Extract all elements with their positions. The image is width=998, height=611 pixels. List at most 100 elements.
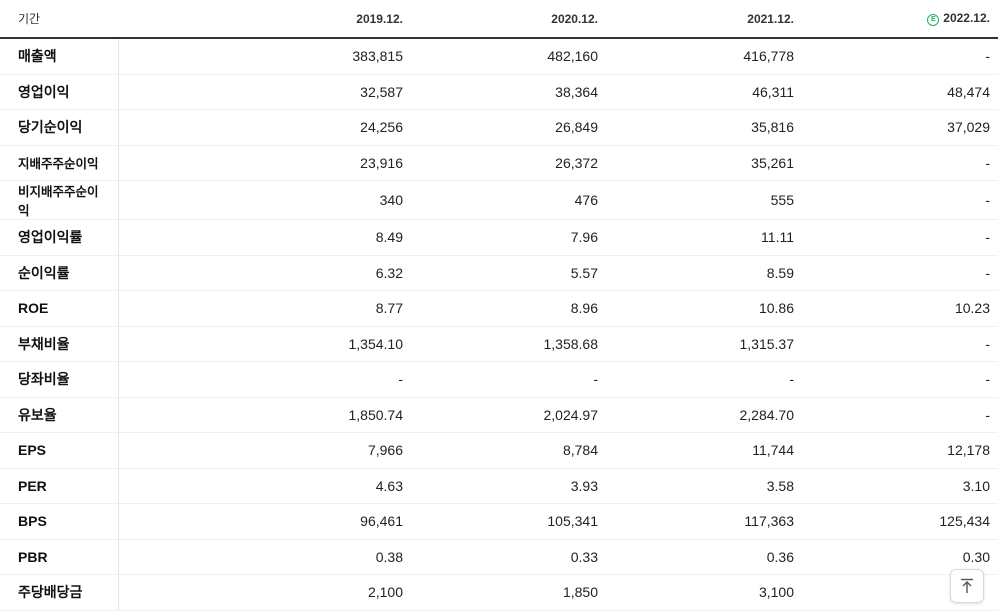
table-cell: 3.93 — [411, 468, 606, 504]
table-row: 매출액 383,815 482,160 416,778- — [0, 38, 998, 75]
table-row: 영업이익률 8.49 7.96 11.11- — [0, 219, 998, 256]
column-header-2022-estimate: E 2022.12. — [802, 0, 998, 39]
row-label: 당기순이익 — [0, 109, 119, 146]
table-cell: 1,315.37 — [606, 325, 802, 362]
row-label: 비지배주주순이익 — [0, 180, 119, 220]
table-row: 부채비율 1,354.10 1,358.68 1,315.37- — [0, 325, 998, 362]
table-cell: 7.96 — [411, 219, 606, 256]
table-row: 지배주주순이익 23,916 26,372 35,261- — [0, 145, 998, 181]
table-cell: 6.32 — [118, 255, 411, 291]
table-cell: - — [802, 361, 998, 398]
table-cell: - — [802, 325, 998, 362]
row-label: EPS — [0, 432, 119, 469]
table-cell: 8.49 — [118, 219, 411, 256]
table-cell: - — [802, 255, 998, 291]
row-label: 지배주주순이익 — [0, 145, 119, 181]
table-cell: 12,178 — [802, 432, 998, 469]
table-cell: 2,100 — [118, 574, 411, 611]
table-cell: 3,100 — [606, 574, 802, 611]
table-cell: - — [802, 145, 998, 181]
row-label: PBR — [0, 539, 119, 575]
table-row: 비지배주주순이익 340 476 555- — [0, 180, 998, 220]
table-cell: 2,284.70 — [606, 397, 802, 433]
table-header-row: 기간 2019.12. 2020.12. 2021.12. E 2022.12. — [0, 0, 998, 39]
table-cell: 11.11 — [606, 219, 802, 256]
table-cell: 35,816 — [606, 109, 802, 146]
row-label: 당좌비율 — [0, 361, 119, 398]
table-cell: 476 — [411, 180, 606, 220]
table-cell: 10.23 — [802, 290, 998, 327]
table-cell: 1,850.74 — [118, 397, 411, 433]
table-cell: 46,311 — [606, 74, 802, 110]
table-cell: - — [802, 397, 998, 433]
table-cell: 0.33 — [411, 539, 606, 575]
table-cell: 8,784 — [411, 432, 606, 469]
table-cell: 555 — [606, 180, 802, 220]
table-cell: 0.38 — [118, 539, 411, 575]
table-row: 순이익률 6.32 5.57 8.59- — [0, 255, 998, 291]
table-cell: 340 — [118, 180, 411, 220]
table-cell: 11,744 — [606, 432, 802, 469]
column-header-2020: 2020.12. — [411, 0, 606, 39]
table-row: 당좌비율 - - - - — [0, 361, 998, 398]
table-cell: - — [802, 38, 998, 75]
table-row: 유보율 1,850.74 2,024.97 2,284.70- — [0, 397, 998, 433]
scroll-to-top-button[interactable] — [950, 569, 984, 603]
table-cell: 416,778 — [606, 38, 802, 75]
table-row: 영업이익 32,587 38,364 46,311 48,474 — [0, 74, 998, 110]
table-row: ROE 8.77 8.96 10.86 10.23 — [0, 290, 998, 327]
table-row: PBR 0.38 0.33 0.36 0.30 — [0, 539, 998, 575]
table-cell: 5.57 — [411, 255, 606, 291]
table-cell: 383,815 — [118, 38, 411, 75]
table-cell: 7,966 — [118, 432, 411, 469]
row-label: 순이익률 — [0, 255, 119, 291]
table-cell: 3.10 — [802, 468, 998, 504]
row-label: BPS — [0, 503, 119, 540]
row-label: 매출액 — [0, 38, 119, 75]
table-cell: 10.86 — [606, 290, 802, 327]
table-cell: - — [411, 361, 606, 398]
table-cell: 26,849 — [411, 109, 606, 146]
table-cell: 32,587 — [118, 74, 411, 110]
table-cell: 0.30 — [802, 539, 998, 575]
table-row: BPS 96,461 105,341 117,363 125,434 — [0, 503, 998, 540]
table-cell: 117,363 — [606, 503, 802, 540]
table-cell: 26,372 — [411, 145, 606, 181]
row-label: 영업이익률 — [0, 219, 119, 256]
table-cell: 1,850 — [411, 574, 606, 611]
table-cell: 0.36 — [606, 539, 802, 575]
table-cell: 1,358.68 — [411, 325, 606, 362]
table-cell: 1,354.10 — [118, 325, 411, 362]
column-header-2021: 2021.12. — [606, 0, 802, 39]
row-label: 부채비율 — [0, 325, 119, 362]
table-cell: 2,024.97 — [411, 397, 606, 433]
row-label: ROE — [0, 290, 119, 327]
estimate-icon: E — [927, 14, 940, 26]
table-row: PER 4.63 3.93 3.58 3.10 — [0, 468, 998, 504]
column-header-2019: 2019.12. — [118, 0, 411, 39]
table-cell: 23,916 — [118, 145, 411, 181]
table-row: 주당배당금 2,100 1,850 3,100 — [0, 574, 998, 611]
period-header: 기간 — [0, 0, 118, 39]
table-cell: - — [802, 180, 998, 220]
table-cell: 96,461 — [118, 503, 411, 540]
table-cell: 125,434 — [802, 503, 998, 540]
table-cell: 105,341 — [411, 503, 606, 540]
column-header-2022-label: 2022.12. — [943, 11, 990, 25]
table-cell: 8.77 — [118, 290, 411, 327]
row-label: 유보율 — [0, 397, 119, 433]
table-cell: 48,474 — [802, 74, 998, 110]
table-cell: 24,256 — [118, 109, 411, 146]
table-cell: 3.58 — [606, 468, 802, 504]
table-cell: 35,261 — [606, 145, 802, 181]
table-cell: 8.96 — [411, 290, 606, 327]
table-row: 당기순이익 24,256 26,849 35,816 37,029 — [0, 109, 998, 146]
table-cell: - — [802, 219, 998, 256]
table-cell: - — [606, 361, 802, 398]
row-label: 주당배당금 — [0, 574, 119, 611]
table-cell: 38,364 — [411, 74, 606, 110]
table-cell: 8.59 — [606, 255, 802, 291]
table-cell: 482,160 — [411, 38, 606, 75]
table-cell: 4.63 — [118, 468, 411, 504]
